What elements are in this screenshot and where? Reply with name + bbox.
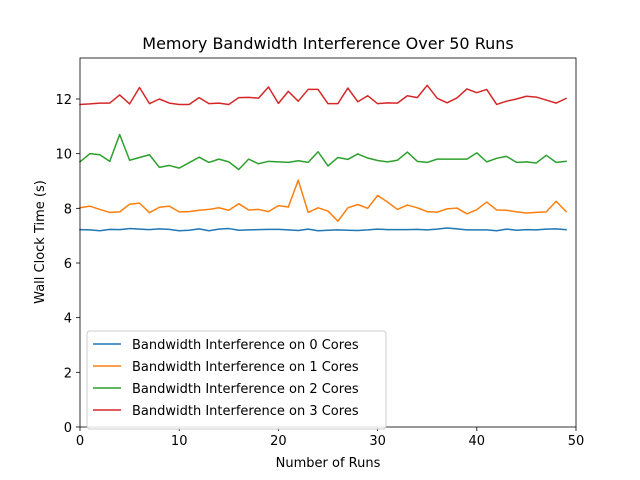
y-tick-label: 0 [64,421,72,436]
legend-label-2: Bandwidth Interference on 2 Cores [132,382,359,397]
axes-layer: 0 10 20 30 40 50 0 2 4 6 8 10 12 [55,57,585,449]
x-tick-label: 50 [568,434,585,449]
legend: Bandwidth Interference on 0 Cores Bandwid… [86,330,387,430]
chart-title: Memory Bandwidth Interference Over 50 Ru… [142,34,513,53]
y-tick-label: 6 [64,257,72,272]
legend-box [86,330,387,430]
series-line-3 [79,84,568,106]
series-line-2 [78,133,567,171]
series-layer [78,84,568,232]
series-line-0 [79,227,567,232]
x-tick-label: 0 [76,434,84,449]
y-tick-label: 2 [64,366,72,381]
y-tick-label: 8 [64,202,72,217]
legend-label-3: Bandwidth Interference on 3 Cores [132,404,359,419]
legend-label-0: Bandwidth Interference on 0 Cores [132,338,359,353]
x-tick-label: 30 [369,434,386,449]
y-tick-label: 10 [55,148,72,163]
x-tick-label: 10 [171,434,188,449]
x-tick-label: 20 [270,434,287,449]
legend-label-1: Bandwidth Interference on 1 Cores [132,360,359,375]
x-axis-title: Number of Runs [276,456,381,471]
y-tick-label: 4 [64,312,72,327]
y-axis-title: Wall Clock Time (s) [33,180,48,304]
y-tick-label: 12 [55,93,72,108]
x-tick-label: 40 [469,434,486,449]
series-line-1 [79,179,568,222]
